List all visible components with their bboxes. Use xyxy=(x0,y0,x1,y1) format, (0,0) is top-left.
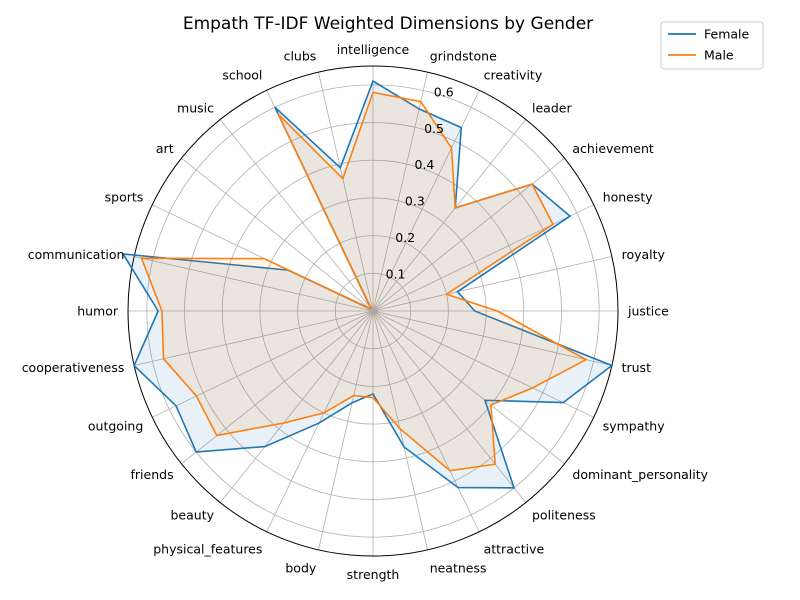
spoke-neatness xyxy=(372,310,428,550)
spoke-grindstone xyxy=(372,72,428,312)
category-label-art: art xyxy=(156,141,174,156)
category-labels: justice royalty honesty achievement leader cr… xyxy=(22,42,709,582)
r-tick-label: 0.4 xyxy=(415,157,435,172)
spoke-body xyxy=(318,310,374,550)
category-label-school: school xyxy=(222,67,262,82)
category-label-communication: communication xyxy=(28,247,125,262)
series-line-female xyxy=(121,79,614,489)
category-label-justice: justice xyxy=(627,304,669,319)
outer-ring xyxy=(127,65,619,557)
spoke-sympathy xyxy=(372,310,594,418)
category-label-music: music xyxy=(177,101,214,116)
spoke-outgoing xyxy=(152,310,374,418)
r-tick-label: 0.1 xyxy=(386,267,406,282)
category-label-attractive: attractive xyxy=(484,542,545,557)
spoke-attractive xyxy=(372,310,480,532)
category-label-intelligence: intelligence xyxy=(337,42,410,57)
category-label-body: body xyxy=(285,561,317,576)
series-line-male xyxy=(140,91,588,472)
spoke-leader xyxy=(372,119,527,312)
radial-tick-labels: 0.1 0.2 0.3 0.4 0.5 0.6 xyxy=(386,84,454,281)
category-label-outgoing: outgoing xyxy=(88,419,143,434)
legend-label-male: Male xyxy=(704,48,734,63)
spoke-beauty xyxy=(219,310,374,503)
spoke-honesty xyxy=(372,204,594,312)
category-label-creativity: creativity xyxy=(484,67,543,82)
series-fill-female xyxy=(123,81,612,488)
category-label-humor: humor xyxy=(77,304,119,319)
category-label-politeness: politeness xyxy=(532,507,596,522)
category-label-grindstone: grindstone xyxy=(430,48,497,63)
category-label-physical_features: physical_features xyxy=(153,542,262,557)
category-label-beauty: beauty xyxy=(170,507,214,522)
r-tick-label: 0.3 xyxy=(405,194,425,209)
spoke-cooperativeness xyxy=(134,310,374,366)
category-label-friends: friends xyxy=(131,467,174,482)
spoke-friends xyxy=(181,310,374,465)
category-label-honesty: honesty xyxy=(603,189,654,204)
series-layer xyxy=(121,79,614,489)
category-label-sports: sports xyxy=(105,189,144,204)
spoke-trust xyxy=(372,310,612,366)
category-label-dominant_personality: dominant_personality xyxy=(572,467,708,482)
category-label-clubs: clubs xyxy=(284,48,317,63)
r-tick-label: 0.2 xyxy=(395,230,415,245)
spoke-royalty xyxy=(372,256,612,312)
category-label-cooperativeness: cooperativeness xyxy=(22,360,125,375)
category-label-neatness: neatness xyxy=(430,561,487,576)
category-label-leader: leader xyxy=(532,101,572,116)
legend-label-female: Female xyxy=(704,27,750,42)
spoke-art xyxy=(181,157,374,312)
category-label-royalty: royalty xyxy=(622,247,666,262)
legend: Female Male xyxy=(660,21,764,70)
chart-title: Empath TF-IDF Weighted Dimensions by Gen… xyxy=(183,14,593,34)
spoke-dominant_personality xyxy=(372,310,565,465)
category-label-achievement: achievement xyxy=(572,141,653,156)
spoke-politeness xyxy=(372,310,527,503)
r-tick-label: 0.5 xyxy=(424,121,444,136)
category-label-sympathy: sympathy xyxy=(603,419,666,434)
category-label-trust: trust xyxy=(622,360,651,375)
spoke-music xyxy=(219,119,374,312)
r-tick-label: 0.6 xyxy=(434,84,454,99)
spoke-physical_features xyxy=(266,310,374,532)
spoke-communication xyxy=(134,256,374,312)
series-fill-male xyxy=(141,92,587,471)
spoke-clubs xyxy=(318,72,374,312)
category-label-strength: strength xyxy=(347,567,400,582)
